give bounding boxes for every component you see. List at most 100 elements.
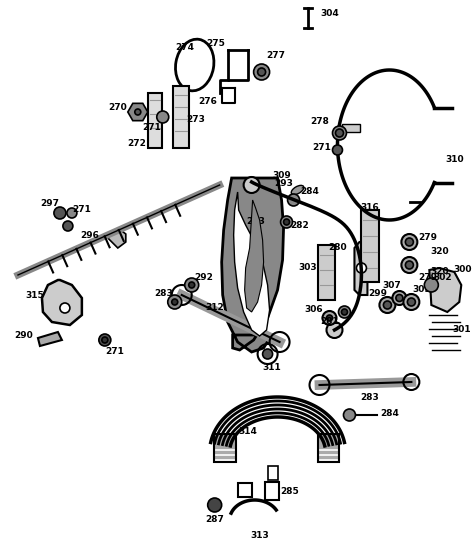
Circle shape <box>67 208 77 218</box>
Text: 290: 290 <box>15 331 33 341</box>
Text: 305: 305 <box>412 285 431 295</box>
Circle shape <box>341 309 347 315</box>
Circle shape <box>102 337 108 343</box>
Text: 272: 272 <box>128 139 146 148</box>
Bar <box>214 434 236 462</box>
Text: 296: 296 <box>81 230 99 240</box>
Text: 271: 271 <box>142 124 161 133</box>
Text: 274: 274 <box>175 43 194 52</box>
Bar <box>148 93 162 148</box>
Bar <box>264 482 279 500</box>
Text: 314: 314 <box>238 427 257 436</box>
Circle shape <box>396 295 403 301</box>
Circle shape <box>263 349 273 359</box>
Polygon shape <box>42 280 82 325</box>
Bar <box>343 124 360 132</box>
Text: 284: 284 <box>300 188 319 196</box>
Bar <box>362 210 379 282</box>
Text: 285: 285 <box>280 487 299 497</box>
Ellipse shape <box>262 336 273 344</box>
Circle shape <box>401 234 418 250</box>
Text: 301: 301 <box>452 325 471 335</box>
Circle shape <box>407 298 415 306</box>
Text: 278: 278 <box>310 118 329 127</box>
Circle shape <box>322 311 337 325</box>
Text: 279: 279 <box>418 234 437 243</box>
Polygon shape <box>38 332 62 346</box>
Circle shape <box>60 303 70 313</box>
Circle shape <box>356 263 366 273</box>
Text: 293: 293 <box>246 218 265 226</box>
Text: 310: 310 <box>445 155 464 164</box>
Text: 279: 279 <box>418 274 437 282</box>
Text: 275: 275 <box>206 38 225 48</box>
Text: 320: 320 <box>430 248 448 256</box>
Text: 297: 297 <box>40 199 59 209</box>
Circle shape <box>283 219 290 225</box>
Polygon shape <box>222 178 283 352</box>
Circle shape <box>185 278 199 292</box>
Bar <box>318 434 339 462</box>
Circle shape <box>344 409 356 421</box>
Circle shape <box>244 177 260 193</box>
Bar <box>268 466 278 480</box>
Text: 303: 303 <box>298 264 317 273</box>
Circle shape <box>338 306 350 318</box>
Text: 282: 282 <box>290 220 309 230</box>
Text: 293: 293 <box>274 179 293 188</box>
Text: 311: 311 <box>262 364 281 372</box>
Text: 283: 283 <box>155 289 173 297</box>
Circle shape <box>332 145 343 155</box>
Circle shape <box>288 194 300 206</box>
Polygon shape <box>429 268 461 312</box>
Text: 315: 315 <box>26 290 45 300</box>
Circle shape <box>405 261 413 269</box>
Bar <box>318 245 336 300</box>
Circle shape <box>327 315 332 321</box>
Bar <box>237 483 252 497</box>
Circle shape <box>157 111 169 123</box>
Circle shape <box>172 299 178 305</box>
Circle shape <box>281 216 292 228</box>
Text: 292: 292 <box>194 273 213 281</box>
Text: 271: 271 <box>312 144 331 153</box>
Text: 312: 312 <box>205 304 224 312</box>
Circle shape <box>63 221 73 231</box>
Circle shape <box>424 278 438 292</box>
Text: 309: 309 <box>272 170 291 179</box>
Text: 300: 300 <box>453 265 472 275</box>
Circle shape <box>379 297 395 313</box>
Circle shape <box>392 291 406 305</box>
Text: 271: 271 <box>73 205 91 214</box>
Polygon shape <box>355 242 367 295</box>
Text: 320: 320 <box>430 268 448 276</box>
Circle shape <box>336 129 344 137</box>
Circle shape <box>327 322 343 338</box>
Text: 280: 280 <box>328 244 347 253</box>
Circle shape <box>403 294 419 310</box>
Polygon shape <box>234 192 270 336</box>
Circle shape <box>254 64 270 80</box>
Polygon shape <box>108 228 126 248</box>
Polygon shape <box>245 200 264 312</box>
Text: 271: 271 <box>105 347 124 356</box>
Circle shape <box>54 207 66 219</box>
Text: 283: 283 <box>360 393 379 402</box>
Text: 277: 277 <box>266 51 285 59</box>
Text: 313: 313 <box>250 531 269 539</box>
Text: 281: 281 <box>320 317 339 326</box>
Text: 270: 270 <box>109 103 127 112</box>
Ellipse shape <box>291 185 304 195</box>
Text: 276: 276 <box>198 98 217 107</box>
Circle shape <box>168 295 182 309</box>
Text: 304: 304 <box>320 9 339 18</box>
Polygon shape <box>128 103 148 120</box>
Circle shape <box>383 301 392 309</box>
Circle shape <box>135 109 141 115</box>
Circle shape <box>189 282 195 288</box>
Text: 307: 307 <box>382 280 401 290</box>
Circle shape <box>332 126 346 140</box>
Text: 287: 287 <box>205 516 224 524</box>
Text: 273: 273 <box>186 115 205 124</box>
Text: 284: 284 <box>380 408 399 417</box>
